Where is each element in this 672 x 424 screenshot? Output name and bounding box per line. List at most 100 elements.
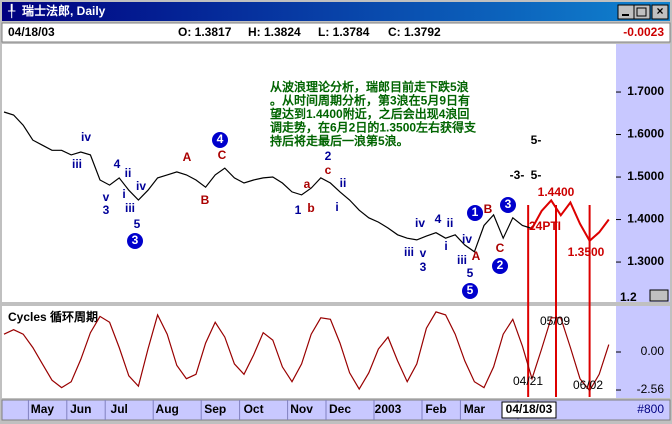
maximize-icon: [636, 7, 647, 17]
wave-circle: [492, 258, 508, 274]
y-tick-label: 1.2: [620, 290, 637, 304]
maximize-button[interactable]: [633, 4, 651, 20]
wave-label: 1.3500: [568, 245, 605, 259]
wave-label: i: [335, 200, 338, 214]
x-tick-label: Mar: [464, 402, 486, 416]
wave-label: ii: [447, 216, 454, 230]
x-tick-label: Jun: [70, 402, 91, 416]
x-tick-label: May: [31, 402, 55, 416]
plot-layer: 1.7000 1.6000 1.5000 1.4000 1.3000 1.2 0.00 -2.…: [3, 79, 669, 420]
status-low: L: 1.3784: [318, 25, 370, 39]
wave-label: 5-: [531, 168, 542, 182]
x-tick-label: Jul: [111, 402, 128, 416]
wave-label: 5-: [531, 133, 542, 147]
title-bar: [2, 2, 670, 21]
status-change: -0.0023: [623, 25, 664, 39]
app-icon: ╀: [8, 3, 16, 18]
scroll-button: [649, 289, 669, 302]
wave-label: 1.4400: [538, 185, 575, 199]
wave-label: 5: [467, 266, 474, 280]
wave-label: iii: [72, 157, 82, 171]
window-buttons: ×: [617, 4, 669, 20]
wave-label: 3: [505, 197, 512, 211]
close-button[interactable]: [651, 4, 669, 20]
wave-label: A: [472, 249, 481, 263]
x-tick-label: 04/18/03: [506, 402, 553, 416]
wave-label: v: [103, 190, 110, 204]
y-tick-label: 0.00: [641, 344, 665, 358]
wave-label: B: [484, 202, 493, 216]
wave-label: 2: [497, 258, 504, 272]
x-tick-label: Aug: [156, 402, 179, 416]
wave-label: b: [307, 201, 314, 215]
analysis-comment: 调走势，在6月2日的1.3500左右获得支: [270, 120, 477, 135]
analysis-comment: 。从时间周期分析，第3浪在5月9日有: [270, 93, 470, 108]
x-tick-label: Sep: [204, 402, 226, 416]
status-high: H: 1.3824: [248, 25, 301, 39]
analysis-comment: 望达到1.4400附近，之后会出现4浪回: [270, 106, 469, 121]
wave-label: 4: [114, 157, 121, 171]
wave-circle: [462, 283, 478, 299]
wave-circle: [127, 233, 143, 249]
status-close: C: 1.3792: [388, 25, 441, 39]
price-axis-panel: [616, 44, 670, 302]
price-panel: [2, 44, 616, 302]
y-tick-label: -2.56: [637, 382, 665, 396]
wave-label: 4: [435, 212, 442, 226]
y-tick-label: 1.5000: [627, 169, 664, 183]
cycle-date-label: 06/02: [573, 378, 603, 392]
wave-label: iv: [81, 130, 91, 144]
x-tick-label: Feb: [425, 402, 446, 416]
wave-label: iii: [404, 245, 414, 259]
status-date: 04/18/03: [8, 25, 55, 39]
cycles-title: Cycles 循环周期: [8, 309, 98, 324]
y-tick-label: 1.7000: [627, 84, 664, 98]
analysis-comment: 持后将走最后一浪第5浪。: [270, 133, 409, 148]
y-tick-label: 1.4000: [627, 212, 664, 226]
status-open: O: 1.3817: [178, 25, 232, 39]
wave-label: 1: [472, 205, 479, 219]
wave-label: 3: [420, 260, 427, 274]
x-tick-label: Dec: [329, 402, 351, 416]
wave-label: 5: [467, 283, 474, 297]
x-tick-label: Nov: [290, 402, 313, 416]
wave-label: iii: [125, 201, 135, 215]
cycle-date-label: 04/21: [513, 374, 543, 388]
price-axis: 1.7000 1.6000 1.5000 1.4000 1.3000 1.2: [616, 84, 664, 304]
wave-label: 24PTI: [529, 219, 561, 233]
wave-label: C: [496, 241, 505, 255]
wave-label: 1: [295, 203, 302, 217]
close-icon: ×: [656, 4, 663, 18]
y-tick-label: 1.3000: [627, 254, 664, 268]
cycle-date-label: 05/09: [540, 314, 570, 328]
series-line: [3, 111, 533, 253]
footer-label: #800: [637, 402, 664, 416]
wave-label: iii: [457, 253, 467, 267]
wave-label: i: [122, 187, 125, 201]
current-date-box: [501, 401, 557, 419]
wave-label: a: [304, 177, 311, 191]
wave-label: -3-: [510, 168, 525, 182]
wave-circle: [500, 197, 516, 213]
wave-label: 3: [132, 233, 139, 247]
wave-label: ii: [340, 176, 347, 190]
wave-label: 2: [325, 149, 332, 163]
wave-label: iv: [136, 179, 146, 193]
wave-circle: [467, 205, 483, 221]
cycles-axis-panel: [616, 306, 670, 398]
series-line: [531, 198, 610, 243]
wave-label: 5: [134, 217, 141, 231]
status-bar: [1, 22, 671, 43]
wave-label: C: [218, 148, 227, 162]
wave-label: v: [420, 246, 427, 260]
analysis-comment: 从波浪理论分析，瑞郎目前走下跌5浪: [270, 79, 469, 94]
series-line: [3, 311, 610, 392]
minimize-button[interactable]: [617, 4, 635, 20]
wave-label: B: [201, 193, 210, 207]
wave-label: 4: [217, 132, 224, 146]
wave-label: i: [444, 239, 447, 253]
wave-label: A: [183, 150, 192, 164]
x-tick-label: Oct: [244, 402, 264, 416]
